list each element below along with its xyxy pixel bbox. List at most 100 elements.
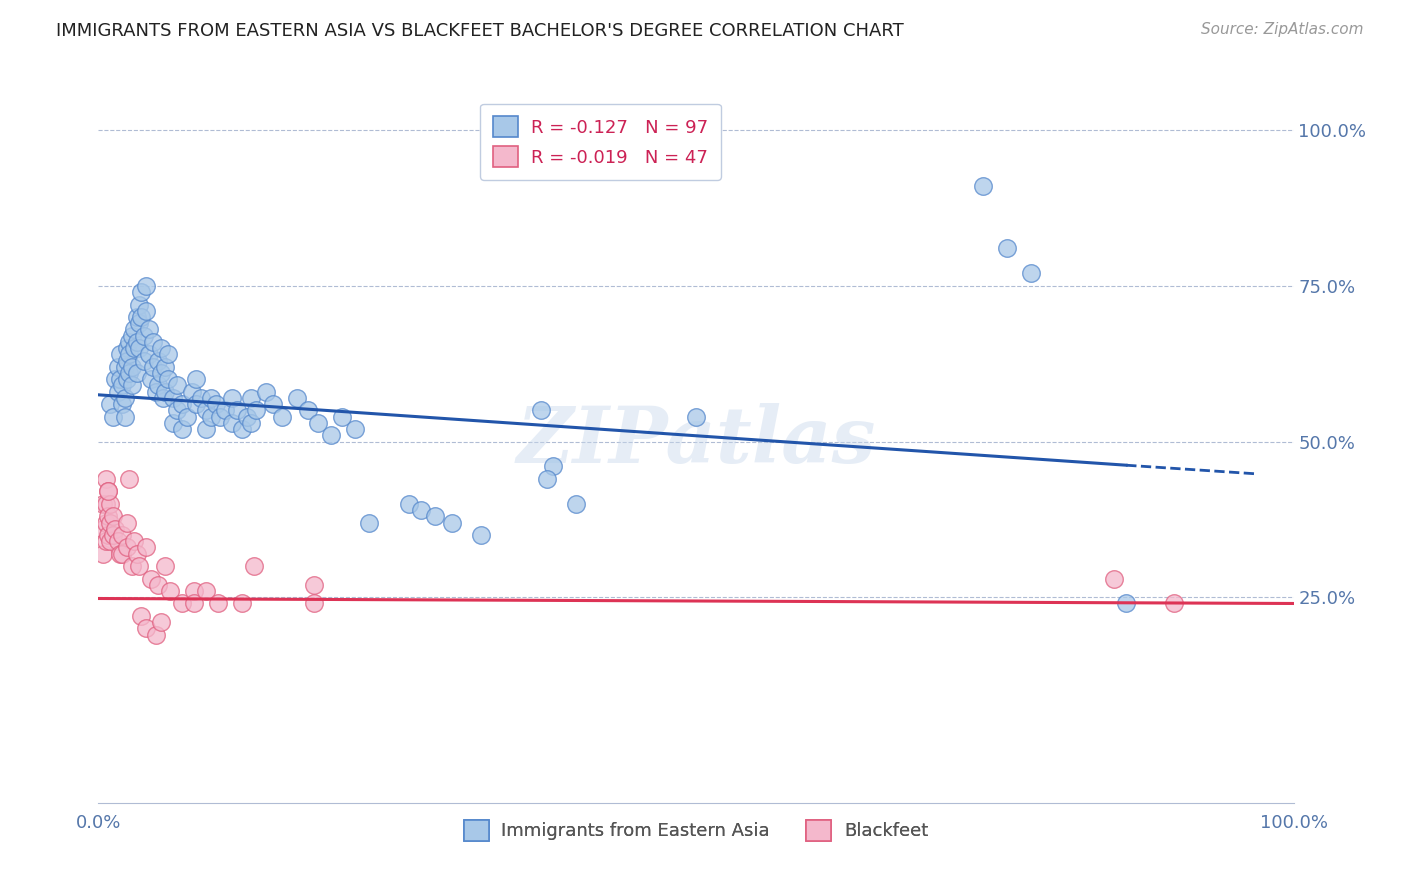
Point: [118, 472, 141, 486]
Point: [128, 341, 150, 355]
Point: [128, 297, 150, 311]
Point: [138, 347, 160, 361]
Point: [121, 328, 143, 343]
Point: [121, 359, 143, 374]
Point: [94, 472, 117, 486]
Point: [131, 285, 153, 299]
Point: [1115, 597, 1137, 611]
Point: [204, 397, 226, 411]
Point: [156, 347, 179, 361]
Point: [128, 316, 150, 330]
Point: [131, 609, 153, 624]
Point: [541, 459, 564, 474]
Point: [285, 391, 308, 405]
Text: Source: ZipAtlas.com: Source: ZipAtlas.com: [1201, 22, 1364, 37]
Point: [214, 403, 236, 417]
Point: [111, 547, 134, 561]
Point: [411, 503, 433, 517]
Point: [152, 391, 174, 405]
Point: [111, 528, 134, 542]
Point: [972, 179, 994, 194]
Point: [536, 472, 558, 486]
Point: [115, 372, 138, 386]
Point: [357, 516, 380, 530]
Point: [97, 509, 120, 524]
Point: [132, 328, 155, 343]
Point: [94, 534, 117, 549]
Point: [254, 384, 277, 399]
Point: [98, 534, 122, 549]
Point: [135, 303, 157, 318]
Point: [135, 541, 157, 555]
Point: [115, 353, 138, 368]
Point: [125, 366, 148, 380]
Point: [132, 353, 155, 368]
Point: [135, 621, 157, 635]
Point: [565, 497, 588, 511]
Point: [195, 403, 218, 417]
Point: [240, 416, 263, 430]
Point: [470, 528, 492, 542]
Point: [1163, 597, 1185, 611]
Point: [97, 484, 120, 499]
Point: [183, 584, 205, 599]
Point: [235, 409, 257, 424]
Point: [128, 559, 150, 574]
Point: [118, 366, 141, 380]
Point: [139, 572, 162, 586]
Point: [156, 372, 179, 386]
Point: [148, 353, 170, 368]
Point: [441, 516, 464, 530]
Point: [124, 534, 146, 549]
Point: [231, 597, 253, 611]
Point: [97, 528, 120, 542]
Point: [226, 403, 249, 417]
Point: [108, 547, 131, 561]
Point: [125, 310, 148, 324]
Point: [186, 397, 208, 411]
Point: [104, 372, 127, 386]
Point: [114, 359, 136, 374]
Point: [176, 409, 198, 424]
Point: [155, 384, 177, 399]
Point: [398, 497, 420, 511]
Point: [101, 509, 124, 524]
Point: [101, 409, 124, 424]
Point: [200, 391, 222, 405]
Point: [91, 522, 114, 536]
Point: [131, 310, 153, 324]
Point: [425, 509, 447, 524]
Point: [530, 403, 553, 417]
Point: [330, 409, 353, 424]
Point: [94, 516, 117, 530]
Point: [94, 497, 117, 511]
Point: [121, 378, 143, 392]
Point: [104, 522, 127, 536]
Point: [183, 597, 205, 611]
Point: [121, 559, 143, 574]
Point: [148, 578, 170, 592]
Point: [97, 484, 120, 499]
Point: [107, 384, 129, 399]
Point: [209, 409, 232, 424]
Point: [91, 497, 114, 511]
Point: [125, 334, 148, 349]
Point: [91, 547, 114, 561]
Point: [271, 409, 294, 424]
Point: [262, 397, 284, 411]
Point: [1019, 266, 1042, 280]
Point: [115, 516, 138, 530]
Point: [111, 378, 134, 392]
Point: [125, 547, 148, 561]
Text: ZIPatlas: ZIPatlas: [516, 403, 876, 480]
Point: [207, 597, 229, 611]
Point: [166, 403, 188, 417]
Point: [162, 416, 184, 430]
Point: [302, 578, 325, 592]
Point: [186, 372, 208, 386]
Point: [159, 584, 181, 599]
Point: [321, 428, 343, 442]
Point: [101, 528, 124, 542]
Point: [190, 391, 212, 405]
Point: [138, 322, 160, 336]
